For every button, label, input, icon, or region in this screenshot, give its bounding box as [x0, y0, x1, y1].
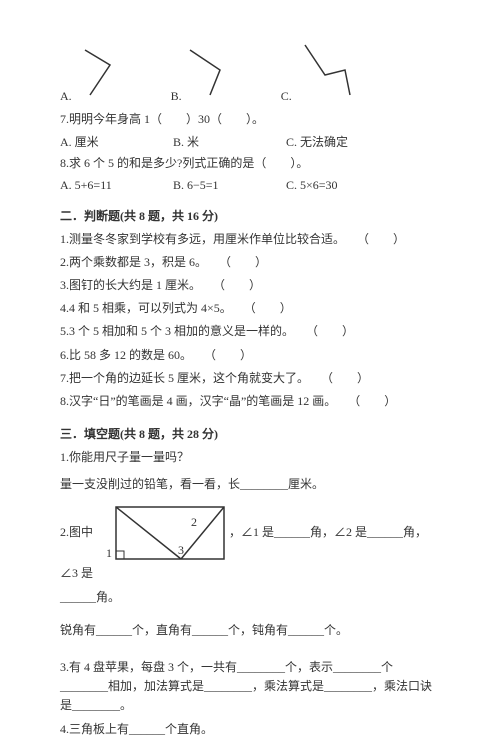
s2-item: 3.图钉的长大约是 1 厘米。 （ ）: [60, 276, 440, 295]
geometry-figure: 1 2 3: [96, 502, 226, 564]
s2-item: 1.测量冬冬家到学校有多远，用厘米作单位比较合适。 （ ）: [60, 230, 440, 249]
q7-opt-c: C. 无法确定: [286, 133, 396, 150]
section2-title: 二．判断题(共 8 题，共 16 分): [60, 207, 440, 224]
angle-3-label: 3: [178, 543, 184, 557]
q6-label-a: A.: [60, 89, 72, 103]
q6-shape-a: [75, 40, 145, 106]
angle-1-label: 1: [106, 546, 112, 560]
s2-item: 5.3 个 5 相加和 5 个 3 相加的意义是一样的。 （ ）: [60, 322, 440, 341]
q8-opt-c: C. 5×6=30: [286, 178, 396, 193]
q6-shapes-row: A. B. C.: [60, 40, 440, 106]
s3-q2c: ______角。: [60, 588, 440, 607]
q7-opt-b: B. 米: [173, 133, 283, 150]
s2-item: 7.把一个角的边延长 5 厘米，这个角就变大了。 （ ）: [60, 369, 440, 388]
q6-shape-b: [185, 40, 255, 106]
s3-q1b: 量一支没削过的铅笔，看一看，长________厘米。: [60, 475, 440, 494]
q8-opt-a: A. 5+6=11: [60, 178, 170, 193]
s2-item: 8.汉字“日”的笔画是 4 画，汉字“晶”的笔画是 12 画。 （ ）: [60, 392, 440, 411]
section2-list: 1.测量冬冬家到学校有多远，用厘米作单位比较合适。 （ ） 2.两个乘数都是 3…: [60, 230, 440, 412]
s2-item: 6.比 58 多 12 的数是 60。 （ ）: [60, 346, 440, 365]
q8-text: 8.求 6 个 5 的和是多少?列式正确的是（ ）。: [60, 154, 440, 173]
s3-q2d: 锐角有______个，直角有______个，钝角有______个。: [60, 621, 440, 640]
q8-opt-b: B. 6−5=1: [173, 178, 283, 193]
q7-options: A. 厘米 B. 米 C. 无法确定: [60, 133, 440, 150]
q6-label-c: C.: [281, 89, 292, 103]
s3-q2a: 2.图中: [60, 525, 93, 539]
section3-title: 三．填空题(共 8 题，共 28 分): [60, 425, 440, 442]
q6-label-b: B.: [171, 89, 182, 103]
s3-q1a: 1.你能用尺子量一量吗？: [60, 448, 440, 467]
s2-item: 4.4 和 5 相乘，可以列式为 4×5。 （ ）: [60, 299, 440, 318]
q7-opt-a: A. 厘米: [60, 133, 170, 150]
s2-item: 2.两个乘数都是 3，积是 6。 （ ）: [60, 253, 440, 272]
q6-shape-c: [295, 40, 365, 106]
angle-2-label: 2: [191, 515, 197, 529]
s3-q4: 4.三角板上有______个直角。: [60, 720, 440, 739]
q8-options: A. 5+6=11 B. 6−5=1 C. 5×6=30: [60, 178, 440, 193]
s3-q2-row: 2.图中 1 2 3 ，∠1 是______角，∠2 是______角，∠3 是: [60, 502, 440, 583]
q7-text: 7.明明今年身高 1（ ）30（ ）。: [60, 110, 440, 129]
